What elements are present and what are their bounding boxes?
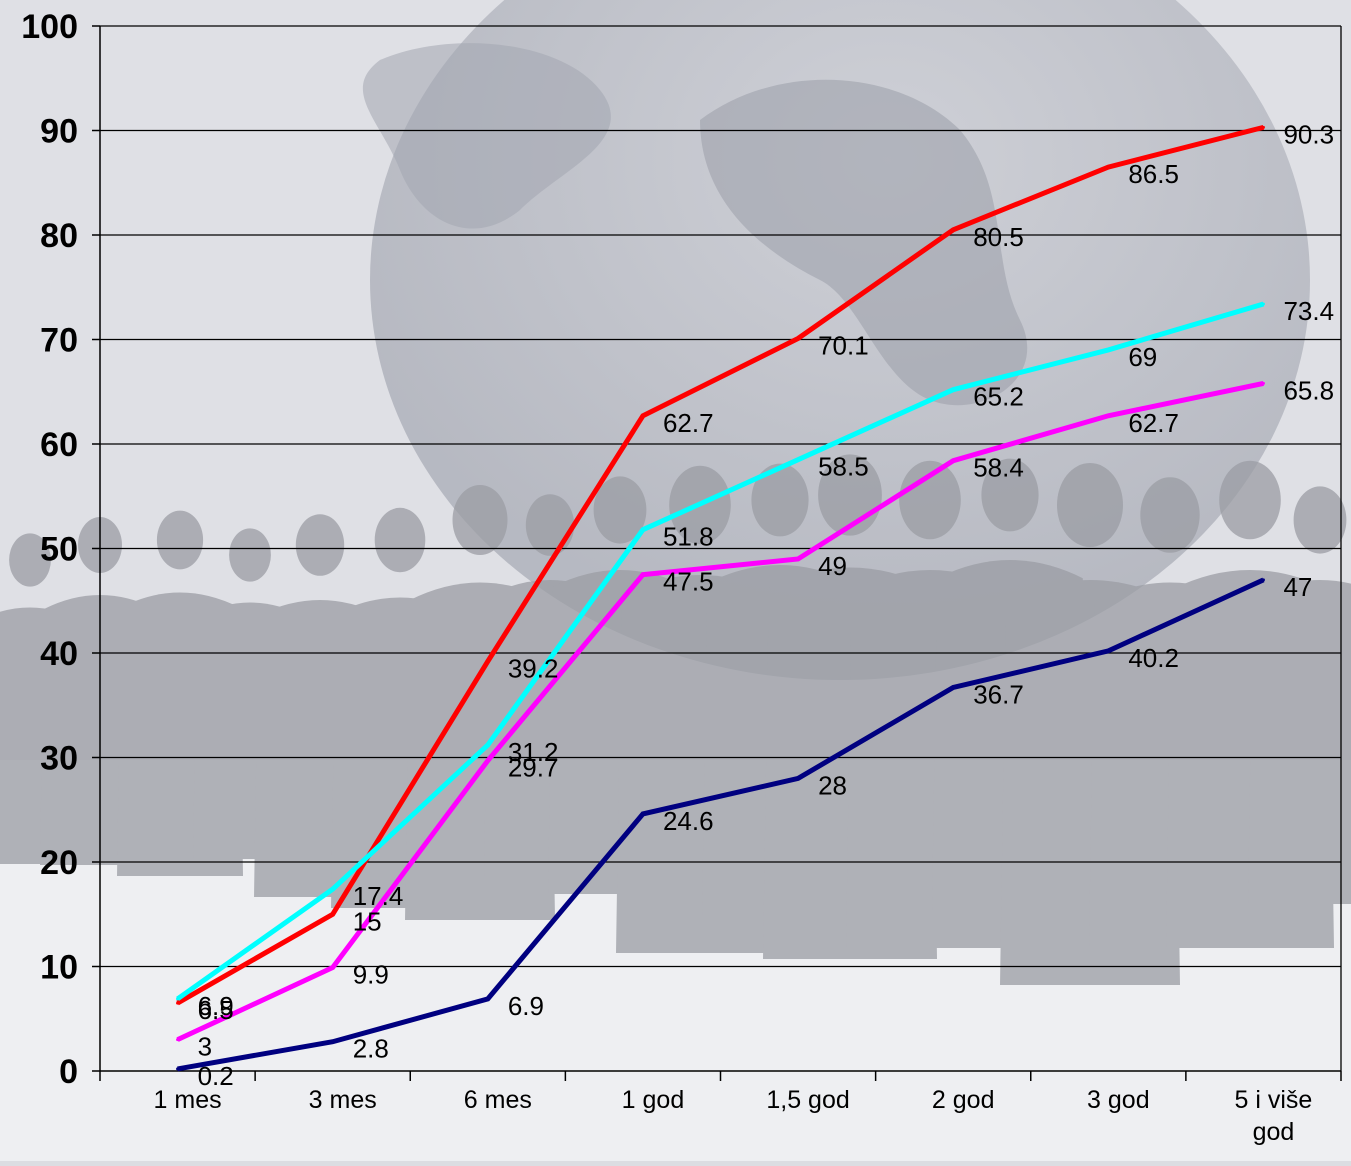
- data-label: 0.2: [198, 1061, 234, 1091]
- data-label: 73.4: [1283, 296, 1334, 326]
- data-point: [797, 337, 800, 340]
- data-label: 40.2: [1128, 643, 1179, 673]
- x-tick-label: 3 mes: [309, 1086, 377, 1114]
- data-label: 36.7: [973, 679, 1024, 709]
- x-tick-label: 3 god: [1087, 1086, 1150, 1114]
- data-point: [641, 414, 644, 417]
- x-tick-label: 6 mes: [464, 1086, 532, 1114]
- data-point: [797, 557, 800, 560]
- data-label: 69: [1128, 342, 1157, 372]
- data-label: 62.7: [1128, 408, 1179, 438]
- person-silhouette-decoration: [1248, 580, 1351, 904]
- data-label: 2.8: [353, 1034, 389, 1064]
- y-tick-label: 90: [40, 113, 78, 151]
- data-point: [1107, 649, 1110, 652]
- y-tick-label: 80: [40, 217, 78, 255]
- x-tick-label: 1 god: [622, 1086, 685, 1114]
- data-point: [952, 388, 955, 391]
- data-label: 80.5: [973, 222, 1024, 252]
- person-silhouette-decoration: [1294, 486, 1347, 553]
- data-point: [641, 812, 644, 815]
- person-silhouette-decoration: [375, 508, 426, 572]
- data-label: 65.2: [973, 382, 1024, 412]
- y-tick-label: 70: [40, 322, 78, 360]
- data-label: 70.1: [818, 330, 869, 360]
- y-tick-label: 10: [40, 949, 78, 987]
- data-point: [176, 1067, 179, 1070]
- data-point: [176, 997, 179, 1000]
- data-point: [1107, 414, 1110, 417]
- data-label: 86.5: [1128, 159, 1179, 189]
- data-label: 29.7: [508, 753, 559, 783]
- data-label: 51.8: [663, 522, 714, 552]
- y-tick-label: 50: [40, 531, 78, 569]
- data-label: 6.9: [198, 991, 234, 1021]
- data-label: 39.2: [508, 653, 559, 683]
- y-tick-label: 40: [40, 635, 78, 673]
- data-point: [486, 997, 489, 1000]
- data-label: 62.7: [663, 408, 714, 438]
- person-silhouette-decoration: [157, 511, 203, 570]
- y-tick-label: 60: [40, 426, 78, 464]
- data-label: 58.5: [818, 452, 869, 482]
- data-point: [641, 528, 644, 531]
- person-silhouette-decoration: [1219, 461, 1281, 539]
- data-point: [952, 228, 955, 231]
- data-point: [176, 1002, 179, 1005]
- y-tick-label: 0: [59, 1053, 78, 1091]
- data-label: 24.6: [663, 806, 714, 836]
- data-label: 58.4: [973, 453, 1024, 483]
- data-point: [641, 573, 644, 576]
- person-silhouette-decoration: [1140, 477, 1199, 553]
- person-silhouette-decoration: [526, 494, 574, 556]
- data-point: [331, 888, 334, 891]
- data-point: [1262, 382, 1265, 385]
- data-label: 3: [198, 1032, 212, 1062]
- data-point: [176, 1038, 179, 1041]
- person-silhouette-decoration: [229, 528, 271, 581]
- data-point: [486, 743, 489, 746]
- data-label: 28: [818, 770, 847, 800]
- person-silhouette-decoration: [453, 485, 508, 555]
- data-point: [486, 660, 489, 663]
- data-point: [331, 966, 334, 969]
- data-point: [797, 458, 800, 461]
- y-tick-label: 20: [40, 844, 78, 882]
- data-point: [1262, 302, 1265, 305]
- data-point: [952, 459, 955, 462]
- data-point: [797, 777, 800, 780]
- data-label: 9.9: [353, 960, 389, 990]
- data-label: 47: [1283, 572, 1312, 602]
- data-label: 47.5: [663, 567, 714, 597]
- x-tick-label: 1,5 god: [766, 1086, 849, 1114]
- data-point: [486, 759, 489, 762]
- data-point: [331, 913, 334, 916]
- data-point: [952, 686, 955, 689]
- data-point: [331, 1040, 334, 1043]
- data-label: 6.9: [508, 991, 544, 1021]
- person-silhouette-decoration: [296, 514, 344, 576]
- person-silhouette-decoration: [1057, 463, 1123, 547]
- data-label: 17.4: [353, 881, 404, 911]
- data-point: [1262, 126, 1265, 129]
- data-label: 49: [818, 551, 847, 581]
- x-tick-label: 2 god: [932, 1086, 995, 1114]
- data-point: [1107, 166, 1110, 169]
- y-tick-label: 30: [40, 740, 78, 778]
- data-label: 65.8: [1283, 375, 1334, 405]
- data-label: 90.3: [1283, 119, 1334, 149]
- data-point: [1107, 348, 1110, 351]
- y-tick-label: 100: [21, 8, 78, 46]
- data-point: [1262, 578, 1265, 581]
